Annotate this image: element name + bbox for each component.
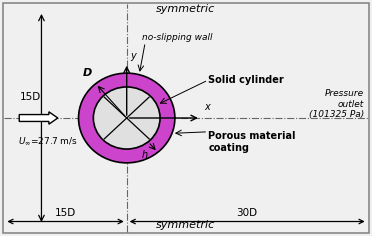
FancyBboxPatch shape: [3, 3, 369, 233]
Text: $U_{\infty}$=27.7 m/s: $U_{\infty}$=27.7 m/s: [18, 135, 77, 147]
Text: h: h: [141, 150, 148, 160]
Text: Pressure
outlet
(101325 Pa): Pressure outlet (101325 Pa): [309, 89, 364, 119]
Text: D: D: [83, 68, 92, 78]
FancyArrow shape: [19, 112, 58, 124]
Text: y: y: [131, 51, 136, 61]
Text: 15D: 15D: [55, 208, 76, 218]
Text: symmetric: symmetric: [156, 220, 216, 230]
Text: Solid cylinder: Solid cylinder: [208, 75, 284, 85]
Circle shape: [78, 73, 175, 163]
Text: 30D: 30D: [237, 208, 258, 218]
Text: Porous material
coating: Porous material coating: [208, 131, 296, 153]
Text: no-slipping wall: no-slipping wall: [141, 33, 212, 42]
Circle shape: [93, 87, 160, 149]
Text: 15D: 15D: [20, 92, 41, 102]
Text: symmetric: symmetric: [156, 4, 216, 14]
Text: x: x: [205, 102, 210, 113]
